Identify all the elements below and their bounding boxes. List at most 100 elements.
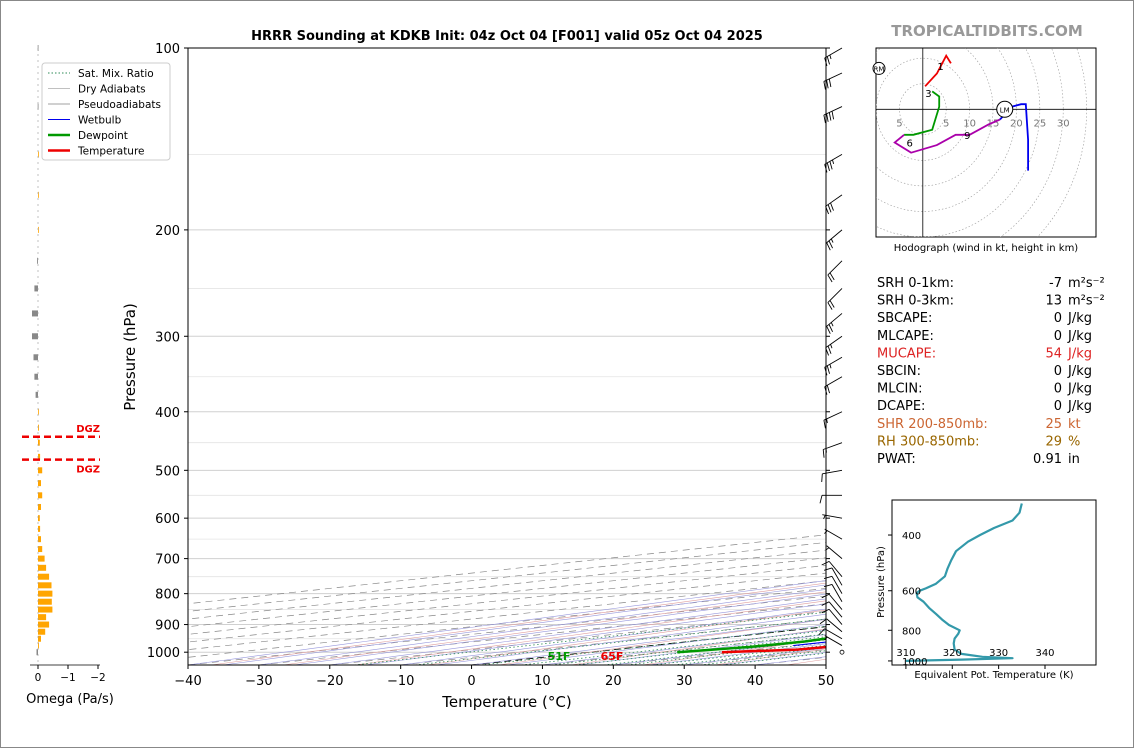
storm-motion-lm-marker <box>996 100 1014 118</box>
wind-barb <box>824 356 843 376</box>
index-value: 0 <box>1054 399 1062 414</box>
wind-barb <box>839 649 845 655</box>
index-label: MLCAPE: <box>877 329 934 344</box>
wind-barb <box>821 469 843 483</box>
theta-e-profile <box>905 503 1023 662</box>
legend-label: Pseudoadiabats <box>78 99 161 111</box>
index-value: 54 <box>1045 346 1062 361</box>
omega-bar <box>38 492 43 499</box>
index-unit: m²s⁻² <box>1068 276 1105 291</box>
omega-bar <box>38 151 39 158</box>
omega-bar <box>38 555 45 562</box>
omega-bar <box>38 424 39 431</box>
omega-bar <box>32 310 38 317</box>
wind-barb <box>821 608 843 625</box>
omega-bar <box>38 590 53 597</box>
hodograph-ring-label: 20 <box>1010 118 1023 129</box>
omega-bar <box>38 614 47 621</box>
theta-e-y-label: Pressure (hPa) <box>876 546 887 618</box>
omega-bar <box>38 598 52 605</box>
chart-title: HRRR Sounding at KDKB Init: 04z Oct 04 [… <box>251 29 763 44</box>
omega-bar <box>38 582 52 589</box>
index-value: 0.91 <box>1033 452 1062 467</box>
theta-e-y-tick-label: 400 <box>902 531 921 542</box>
moist-adiabat-line <box>365 603 826 665</box>
omega-bar <box>37 103 39 110</box>
skewt-plot-area <box>188 48 826 665</box>
omega-bar <box>38 503 41 510</box>
omega-x-tick-label: −2 <box>90 672 105 684</box>
storm-motion-lm-label: LM <box>1000 106 1010 114</box>
skewt-y-tick-label: 400 <box>155 406 180 421</box>
omega-bar <box>38 564 47 571</box>
index-value: 13 <box>1045 294 1062 309</box>
theta-e-y-tick-label: 1000 <box>902 657 927 668</box>
hodograph-ring-label: 30 <box>1057 118 1070 129</box>
omega-bar <box>38 642 39 649</box>
wind-barb <box>824 376 843 395</box>
hodograph-ring-label: 5 <box>943 118 949 129</box>
omega-x-tick-label: 0 <box>35 672 42 684</box>
index-value: 0 <box>1054 311 1062 326</box>
legend-label: Dewpoint <box>78 130 128 142</box>
dgz-label: DGZ <box>76 465 100 476</box>
omega-bar <box>38 573 50 580</box>
wind-barb <box>822 514 843 520</box>
theta-e-y-tick-label: 800 <box>902 626 921 637</box>
hodograph-height-label: 3 <box>925 89 931 100</box>
skewt-y-tick-label: 1000 <box>147 646 180 661</box>
index-unit: kt <box>1068 417 1081 432</box>
omega-bar <box>38 408 39 415</box>
omega-x-tick-label: −1 <box>60 672 75 684</box>
omega-bar <box>32 333 38 340</box>
wind-barb <box>823 72 843 90</box>
legend-label: Dry Adiabats <box>78 84 146 96</box>
skewt-x-tick-label: −10 <box>387 674 414 689</box>
moist-adiabat-line <box>223 584 826 665</box>
skewt-x-tick-label: −30 <box>245 674 272 689</box>
storm-motion-rm-marker <box>872 61 886 75</box>
skewt-x-tick-label: −40 <box>174 674 201 689</box>
legend-label: Sat. Mix. Ratio <box>78 68 154 80</box>
omega-bar <box>34 285 38 292</box>
index-label: MLCIN: <box>877 382 922 397</box>
hodograph-title: Hodograph (wind in kt, height in km) <box>894 243 1079 254</box>
storm-motion-rm-label: RM <box>874 65 885 73</box>
omega-panel: 0 −1 −2 DGZ DGZ Omega (Pa/s) <box>22 45 114 707</box>
hodograph-segment <box>924 53 952 87</box>
index-value: 25 <box>1045 417 1062 432</box>
skewt-x-tick-label: 10 <box>534 674 551 689</box>
index-unit: J/kg <box>1067 329 1092 344</box>
omega-bar <box>33 354 38 361</box>
dry-adiabat-line <box>283 591 826 665</box>
skewt-x-tick-label: 40 <box>747 674 764 689</box>
hodograph-frame <box>875 47 1097 238</box>
hodograph-segment <box>893 118 1001 154</box>
legend-box <box>41 62 171 161</box>
index-unit: J/kg <box>1067 399 1092 414</box>
moist-adiabat-line <box>471 619 826 665</box>
wind-barb <box>819 494 842 504</box>
wind-barbs <box>818 47 845 655</box>
hodograph-ring-label: 5 <box>896 118 902 129</box>
skewt-y-tick-label: 300 <box>155 330 180 345</box>
wind-barb <box>825 545 843 559</box>
wind-barb <box>818 628 843 640</box>
omega-bar <box>38 191 39 198</box>
hodograph-ring-label: 15 <box>987 118 1000 129</box>
wind-barb <box>827 260 843 283</box>
omega-bar <box>38 546 43 553</box>
moist-adiabat-line <box>400 608 826 665</box>
indices-table: SRH 0-1km: -7 m²s⁻² SRH 0-3km: 13 m²s⁻² SBCAPE… <box>877 276 1105 467</box>
skewt-x-label: Temperature (°C) <box>441 693 571 711</box>
index-unit: J/kg <box>1067 382 1092 397</box>
omega-bar <box>38 226 39 233</box>
hodograph-height-label: 1 <box>937 62 943 73</box>
omega-bar <box>35 391 38 398</box>
legend: Sat. Mix. Ratio Dry Adiabats Pseudoadiabat… <box>41 62 171 161</box>
skewt-x-tick-label: 0 <box>467 674 475 689</box>
wind-barb <box>824 528 843 540</box>
skewt-x-tick-label: −20 <box>316 674 343 689</box>
wind-barb <box>824 154 843 173</box>
